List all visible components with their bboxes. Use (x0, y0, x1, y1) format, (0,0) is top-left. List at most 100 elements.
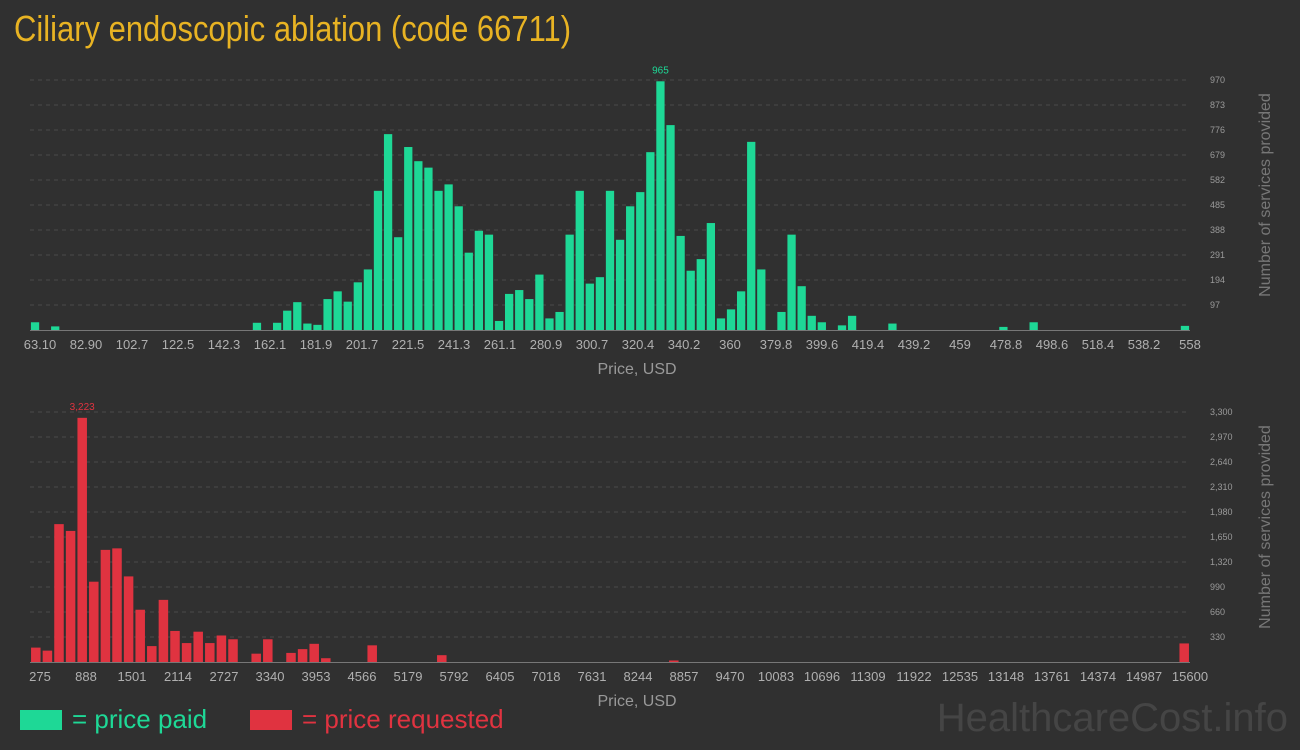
bar (1029, 322, 1038, 330)
x-axis-title: Price, USD (597, 693, 676, 710)
max-value-label: 3,223 (70, 402, 95, 413)
y-tick-label: 679 (1210, 150, 1225, 160)
x-tick-label: 8244 (624, 669, 653, 684)
y-tick-label: 2,970 (1210, 432, 1233, 442)
bar (414, 161, 423, 330)
bar (373, 190, 383, 330)
x-tick-label: 8857 (670, 669, 699, 684)
x-tick-label: 261.1 (484, 337, 517, 352)
bar (999, 326, 1008, 330)
bar (343, 301, 352, 330)
x-tick-label: 320.4 (622, 337, 655, 352)
bar (89, 581, 99, 662)
bar (595, 277, 605, 330)
bar (228, 639, 238, 662)
bar (100, 549, 111, 662)
legend-swatch-paid (20, 710, 62, 730)
x-tick-label: 4566 (348, 669, 377, 684)
bar (309, 643, 319, 662)
x-tick-label: 498.6 (1036, 337, 1069, 352)
x-tick-label: 300.7 (576, 337, 609, 352)
x-tick-label: 459 (949, 337, 971, 352)
bar (293, 302, 302, 330)
x-tick-label: 2727 (210, 669, 239, 684)
bar (147, 646, 157, 662)
x-tick-label: 13148 (988, 669, 1024, 684)
x-tick-label: 12535 (942, 669, 978, 684)
bar (777, 311, 786, 330)
x-tick-label: 360 (719, 337, 741, 352)
bar (303, 323, 312, 330)
x-tick-label: 478.8 (990, 337, 1023, 352)
bar (464, 252, 473, 330)
chart-price-requested: 330 660 990 1,320 1,650 1,980 2,310 2,640 2,970 3… (29, 402, 1274, 710)
bar (286, 652, 296, 662)
x-tick-label: 3340 (256, 669, 285, 684)
y-tick-label: 873 (1210, 100, 1225, 110)
bar (787, 234, 796, 330)
bar (817, 322, 826, 330)
bar (272, 322, 282, 330)
bar (837, 325, 847, 330)
x-tick-label: 221.5 (392, 337, 425, 352)
x-tick-label: 399.6 (806, 337, 839, 352)
bar (726, 309, 736, 330)
bar (313, 324, 322, 330)
x-tick-label: 280.9 (530, 337, 563, 352)
bar (716, 318, 726, 330)
x-tick-label: 439.2 (898, 337, 931, 352)
y-tick-label: 990 (1210, 582, 1225, 592)
bar (575, 190, 584, 330)
bar (666, 125, 675, 331)
bar (747, 141, 756, 330)
x-tick-label: 3953 (302, 669, 331, 684)
max-value-label: 965 (652, 65, 669, 76)
y-tick-label: 291 (1210, 250, 1225, 260)
page-title: Ciliary endoscopic ablation (code 66711) (14, 8, 572, 49)
bar (252, 322, 262, 330)
x-tick-label: 419.4 (852, 337, 885, 352)
y-axis-title: Number of services provided (1257, 425, 1274, 629)
y-axis-title: Number of services provided (1257, 93, 1274, 297)
bar (696, 259, 705, 330)
bar (30, 322, 40, 330)
bar (112, 548, 122, 662)
x-tick-label: 102.7 (116, 337, 149, 352)
bar (555, 311, 564, 330)
bar (474, 230, 484, 330)
bar (565, 234, 574, 330)
bar (636, 192, 645, 330)
x-tick-label: 558 (1179, 337, 1201, 352)
x-tick-label: 181.9 (300, 337, 333, 352)
x-tick-label: 7631 (578, 669, 607, 684)
x-tick-label: 201.7 (346, 337, 379, 352)
bar (888, 323, 897, 330)
chart-price-paid: 97 194 291 388 485 582 679 776 873 970 965 63.10 82.… (24, 65, 1274, 378)
y-tick-label: 2,310 (1210, 482, 1233, 492)
bar (615, 239, 625, 330)
x-tick-label: 142.3 (208, 337, 241, 352)
bar (424, 167, 433, 330)
bar (321, 658, 331, 662)
x-tick-label: 1501 (118, 669, 147, 684)
bar (1179, 643, 1189, 662)
x-tick-label: 6405 (486, 669, 515, 684)
x-tick-label: 7018 (532, 669, 561, 684)
bar (515, 290, 524, 330)
bar (51, 326, 60, 330)
x-tick-label: 10696 (804, 669, 840, 684)
x-tick-label: 340.2 (668, 337, 701, 352)
bar (158, 599, 169, 662)
bar (404, 147, 413, 330)
x-tick-label: 11922 (896, 669, 931, 684)
bar (585, 283, 594, 330)
bar (454, 206, 463, 330)
bar (333, 291, 342, 330)
bar (394, 237, 403, 330)
bar (77, 417, 87, 662)
x-tick-label: 82.90 (70, 337, 103, 352)
legend-label-paid: = price paid (72, 704, 208, 734)
bar (686, 270, 695, 330)
y-tick-label: 1,320 (1210, 557, 1233, 567)
bar (123, 576, 134, 662)
